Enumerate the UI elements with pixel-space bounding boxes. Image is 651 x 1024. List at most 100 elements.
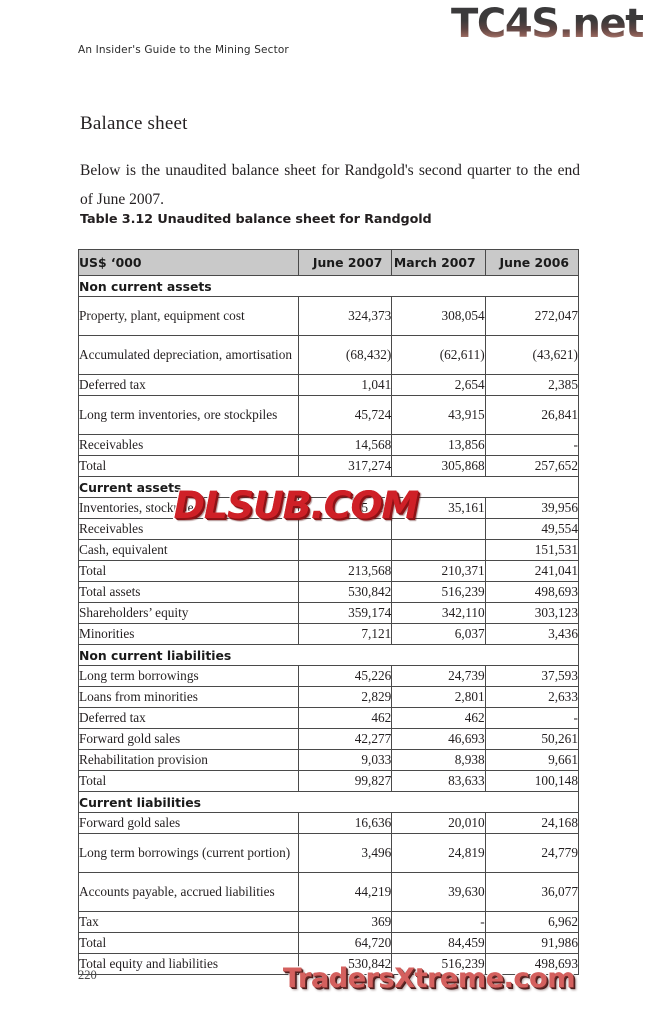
watermark-dlsub-text: DLSUB.COM [172, 484, 420, 527]
row-label: Accounts payable, accrued liabilities [78, 872, 299, 912]
tc4s-net-logo: TC4S.net [450, 1, 644, 47]
table-row: Total 317,274 305,868 257,652 [78, 455, 579, 477]
table-row: Deferred tax 462 462- [78, 707, 579, 729]
row-label: Total [78, 560, 299, 582]
row-value: 462 [391, 707, 486, 729]
row-label: Minorities [78, 623, 299, 645]
row-value [391, 539, 486, 561]
row-label: Total equity and liabilities [78, 953, 299, 975]
row-value: 272,047 [484, 296, 579, 336]
row-label: Total [78, 932, 299, 954]
row-value: 13,856 [391, 434, 486, 456]
row-value: 151,531 [484, 539, 579, 561]
row-value: 44,219 [297, 872, 393, 912]
table-row: Inventories, stockpiles 35,839 35,161 39,95… [78, 497, 579, 519]
row-value: 462 [297, 707, 393, 729]
balance-sheet-table: US$ ‘000 June 2007 March 2007 June 2006 … [78, 249, 579, 975]
watermark-dlsub-fill: DLSUB.COM [173, 484, 419, 527]
page-number: 220 [78, 968, 97, 982]
row-value: 26,841 [484, 395, 579, 435]
table-row: Long term borrowings (current portion) 3,… [78, 833, 579, 873]
row-label: Accumulated depreciation, amortisation [78, 335, 299, 375]
row-value: 498,693 [484, 953, 579, 975]
row-label: Long term inventories, ore stockpiles [78, 395, 299, 435]
table-row: Property, plant, equipment cost 324,373 30… [78, 296, 579, 336]
row-value: 498,693 [484, 581, 579, 603]
row-value: 8,938 [391, 749, 486, 771]
row-value: 45,724 [297, 395, 393, 435]
row-value: 42,277 [297, 728, 393, 750]
row-label: Cash, equivalent [78, 539, 299, 561]
table-row: Forward gold sales 42,277 46,693 50,261 [78, 728, 579, 750]
row-label: Forward gold sales [78, 728, 299, 750]
table-row: Accounts payable, accrued liabilities 44,… [78, 872, 579, 912]
table-row: Shareholders’ equity 359,174 342,110 303,12… [78, 602, 579, 624]
row-value: 2,385 [484, 374, 579, 396]
row-value: 46,693 [391, 728, 486, 750]
table-row: Minorities 7,121 6,037 3,436 [78, 623, 579, 645]
row-value: 324,373 [297, 296, 393, 336]
table-row: Total 213,568 210,371 241,041 [78, 560, 579, 582]
row-value: 2,829 [297, 686, 393, 708]
watermark-dlsub: DLSUB.COM DLSUB.COM [172, 484, 420, 527]
intro-paragraph: Below is the unaudited balance sheet for… [80, 161, 580, 208]
table-section-label: Current liabilities [78, 791, 579, 813]
row-label: Shareholders’ equity [78, 602, 299, 624]
row-label: Total assets [78, 581, 299, 603]
row-value: 303,123 [484, 602, 579, 624]
row-value: 3,436 [484, 623, 579, 645]
row-label: Total [78, 770, 299, 792]
row-value: 24,739 [391, 665, 486, 687]
row-label: Property, plant, equipment cost [78, 296, 299, 336]
table-section-label: Non current assets [78, 275, 579, 297]
table-header-row: US$ ‘000 June 2007 March 2007 June 2006 [78, 249, 579, 276]
row-value: 241,041 [484, 560, 579, 582]
row-value: 342,110 [391, 602, 486, 624]
page-title: Balance sheet [80, 112, 188, 134]
row-value: 14,568 [297, 434, 393, 456]
table-row: Rehabilitation provision 9,033 8,938 9,661 [78, 749, 579, 771]
row-value: 91,986 [484, 932, 579, 954]
row-value: 16,636 [297, 812, 393, 834]
row-value: 530,842 [297, 581, 393, 603]
row-value: (62,611) [391, 335, 486, 375]
row-label: Long term borrowings [78, 665, 299, 687]
row-value: 2,633 [484, 686, 579, 708]
row-value: 516,239 [391, 581, 486, 603]
running-head: An Insider's Guide to the Mining Sector [78, 44, 289, 56]
row-value: 64,720 [297, 932, 393, 954]
table-row: Receivables 14,568 13,856- [78, 434, 579, 456]
table-section-row: Current liabilities [78, 791, 579, 813]
row-value: 257,652 [484, 455, 579, 477]
table-row: Deferred tax 1,041 2,654 2,385 [78, 374, 579, 396]
row-value: 1,041 [297, 374, 393, 396]
balance-sheet-table-container: US$ ‘000 June 2007 March 2007 June 2006 … [78, 249, 579, 975]
row-value: 24,819 [391, 833, 486, 873]
table-body: Non current assets Property, plant, equip… [78, 275, 579, 975]
table-section-label: Non current liabilities [78, 644, 579, 666]
row-value: 24,779 [484, 833, 579, 873]
row-value: 20,010 [391, 812, 486, 834]
row-value: 83,633 [391, 770, 486, 792]
table-row: Total equity and liabilities 530,842 516,2… [78, 953, 579, 975]
row-value: 530,842 [297, 953, 393, 975]
column-header-units: US$ ‘000 [78, 249, 299, 276]
row-value: - [484, 707, 579, 729]
table-row: Long term borrowings 45,226 24,739 37,593 [78, 665, 579, 687]
row-value [297, 539, 393, 561]
row-value: 359,174 [297, 602, 393, 624]
table-row: Loans from minorities 2,829 2,801 2,633 [78, 686, 579, 708]
row-value: 317,274 [297, 455, 393, 477]
row-value: 36,077 [484, 872, 579, 912]
row-value: 37,593 [484, 665, 579, 687]
row-label: Loans from minorities [78, 686, 299, 708]
row-label: Deferred tax [78, 374, 299, 396]
table-caption: Table 3.12 Unaudited balance sheet for R… [80, 212, 432, 227]
row-value: (68,432) [297, 335, 393, 375]
row-value: 24,168 [484, 812, 579, 834]
row-value: 99,827 [297, 770, 393, 792]
watermark-tradersxtreme: TradersXtreme.com TradersXtreme.com [282, 964, 577, 994]
table-row: Accumulated depreciation, amortisation (6… [78, 335, 579, 375]
row-value: 516,239 [391, 953, 486, 975]
row-value: 43,915 [391, 395, 486, 435]
